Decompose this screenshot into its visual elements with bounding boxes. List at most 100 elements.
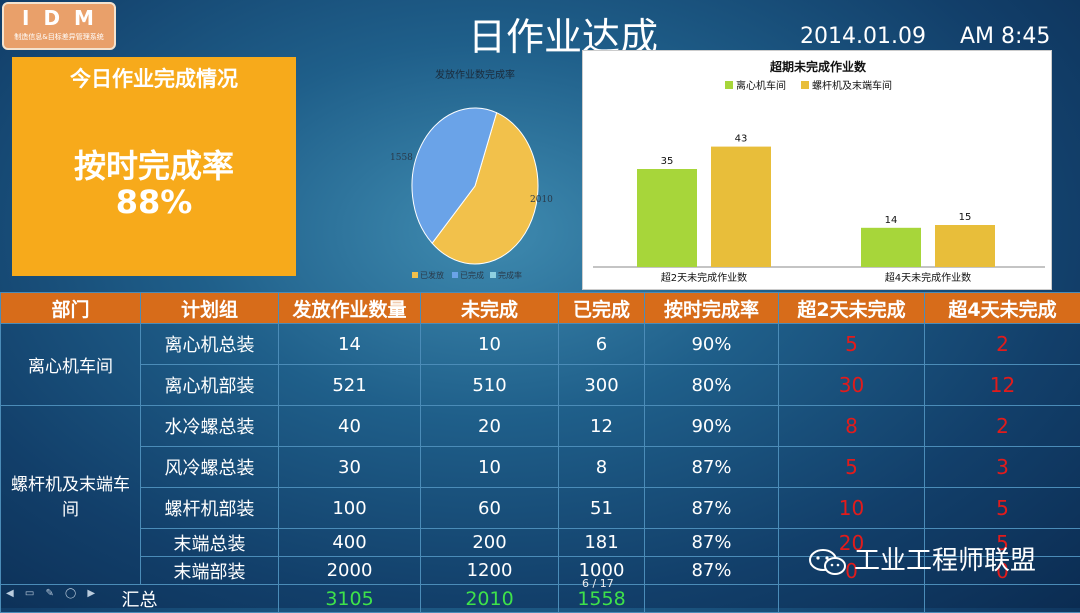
kpi-value: 88% [12,183,296,221]
table-row: 螺杆机部装 100 60 51 87% 10 5 [1,488,1080,529]
pie-chart: 发放作业数完成率 1558 2010 已发放 已完成 完成率 [380,56,570,288]
bar-2-1 [711,147,771,267]
completed-cell: 181 [559,529,645,557]
time-text: AM 8:45 [960,24,1050,49]
group-cell: 风冷螺总装 [141,447,279,488]
table-row: 螺杆机及末端车间 水冷螺总装 40 20 12 90% 8 2 [1,406,1080,447]
col-header: 未完成 [421,293,559,324]
rate-cell: 90% [645,324,779,365]
rate-cell: 80% [645,365,779,406]
bar-legend-swatch-1 [725,81,733,89]
issued-cell: 521 [279,365,421,406]
total-empty [925,585,1080,613]
dept-cell: 离心机车间 [1,324,141,406]
bar-category-1: 超2天未完成作业数 [661,271,747,284]
table-row: 风冷螺总装 30 10 8 87% 5 3 [1,447,1080,488]
wechat-watermark: 工业工程师联盟 [808,540,1036,577]
pie-label-left: 1558 [390,153,413,163]
bar-1-2 [861,228,921,267]
legend-swatch-issued [412,272,418,278]
legend-issued: 已发放 [420,270,444,280]
rate-cell: 87% [645,529,779,557]
bar-value-label: 43 [735,134,748,145]
overdue4-cell: 3 [925,447,1080,488]
slideshow-toolbar[interactable]: ◀ ▭ ✎ ◯ ▶ [6,588,99,599]
issued-cell: 400 [279,529,421,557]
table-row: 离心机车间 离心机总装 14 10 6 90% 5 2 [1,324,1080,365]
table-total-row: 汇总 3105 2010 1558 [1,585,1080,613]
idm-logo: IDM 制造信息&目标差异管理系统 [2,2,116,50]
completed-cell: 300 [559,365,645,406]
overdue2-cell: 5 [779,447,925,488]
bar-value-label: 15 [959,212,972,223]
incomplete-cell: 510 [421,365,559,406]
overdue2-cell: 10 [779,488,925,529]
datetime: 2014.01.09 AM 8:45 [800,24,1050,49]
total-incomplete: 2010 [421,585,559,613]
bar-2-2 [935,225,995,267]
incomplete-cell: 200 [421,529,559,557]
incomplete-cell: 10 [421,324,559,365]
wechat-icon [808,547,848,577]
issued-cell: 40 [279,406,421,447]
pie-svg: 1558 2010 已发放 已完成 完成率 [380,56,570,288]
bar-legend-2: 螺杆机及末端车间 [812,79,892,92]
incomplete-cell: 60 [421,488,559,529]
watermark-text: 工业工程师联盟 [854,546,1036,576]
issued-cell: 2000 [279,557,421,585]
issued-cell: 30 [279,447,421,488]
table-header-row: 部门 计划组 发放作业数量 未完成 已完成 按时完成率 超2天未完成 超4天未完… [1,293,1080,324]
bar-1-1 [637,169,697,267]
dept-cell: 螺杆机及末端车间 [1,406,141,585]
legend-swatch-rate [490,272,496,278]
col-header: 部门 [1,293,141,324]
col-header: 计划组 [141,293,279,324]
col-header: 超4天未完成 [925,293,1080,324]
total-empty [645,585,779,613]
logo-title: IDM [16,6,114,30]
rate-cell: 87% [645,488,779,529]
overdue4-cell: 2 [925,324,1080,365]
date-text: 2014.01.09 [800,24,926,49]
col-header: 已完成 [559,293,645,324]
bar-title: 超期未完成作业数 [769,59,867,74]
completed-cell: 51 [559,488,645,529]
col-header: 超2天未完成 [779,293,925,324]
rate-cell: 87% [645,557,779,585]
incomplete-cell: 10 [421,447,559,488]
overdue4-cell: 5 [925,488,1080,529]
col-header: 按时完成率 [645,293,779,324]
total-empty [779,585,925,613]
logo-subtitle: 制造信息&目标差异管理系统 [4,32,114,42]
overdue2-cell: 8 [779,406,925,447]
incomplete-cell: 1200 [421,557,559,585]
bar-legend-swatch-2 [801,81,809,89]
incomplete-cell: 20 [421,406,559,447]
bar-value-label: 14 [885,215,898,226]
group-cell: 末端总装 [141,529,279,557]
legend-swatch-completed [452,272,458,278]
page-number: 6 / 17 [582,577,614,590]
legend-rate: 完成率 [498,270,522,280]
rate-cell: 90% [645,406,779,447]
col-header: 发放作业数量 [279,293,421,324]
completed-cell: 6 [559,324,645,365]
overdue2-cell: 30 [779,365,925,406]
table-row: 离心机部装 521 510 300 80% 30 12 [1,365,1080,406]
overdue2-cell: 5 [779,324,925,365]
overdue4-cell: 2 [925,406,1080,447]
issued-cell: 14 [279,324,421,365]
legend-completed: 已完成 [460,270,484,280]
group-cell: 离心机部装 [141,365,279,406]
group-cell: 离心机总装 [141,324,279,365]
completed-cell: 12 [559,406,645,447]
kpi-heading: 今日作业完成情况 [12,63,296,93]
issued-cell: 100 [279,488,421,529]
total-issued: 3105 [279,585,421,613]
rate-cell: 87% [645,447,779,488]
pie-label-right: 2010 [530,195,553,205]
group-cell: 螺杆机部装 [141,488,279,529]
group-cell: 水冷螺总装 [141,406,279,447]
kpi-panel: 今日作业完成情况 按时完成率 88% [12,57,296,276]
